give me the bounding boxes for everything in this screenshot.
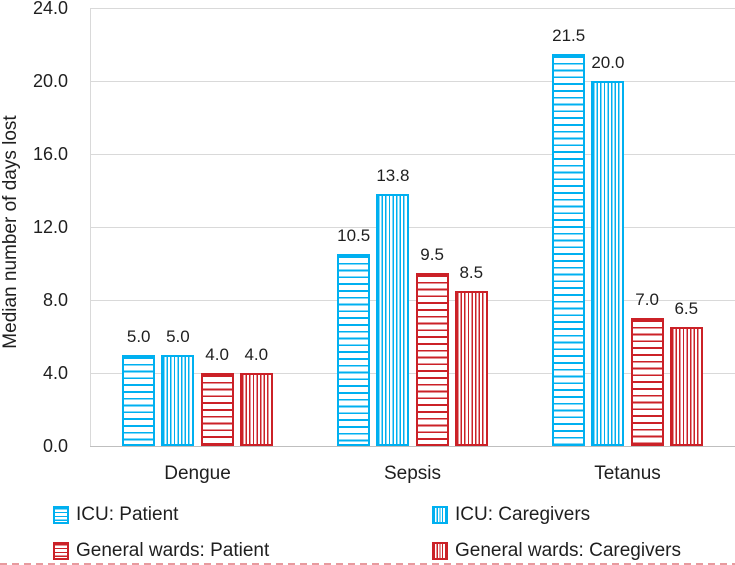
legend-swatch-vertical-icon bbox=[432, 542, 448, 560]
bar-tetanus-2 bbox=[591, 81, 625, 446]
legend-label: ICU: Caregivers bbox=[455, 504, 591, 525]
bar-sepsis-1 bbox=[337, 254, 371, 446]
bar-value-label: 4.0 bbox=[244, 345, 269, 364]
y-axis-line bbox=[90, 8, 91, 446]
bar-value-label: 20.0 bbox=[591, 53, 625, 72]
legend-swatch-horizontal-icon bbox=[53, 506, 69, 524]
bar-tetanus-4 bbox=[669, 327, 703, 446]
bar-value-label: 8.5 bbox=[459, 262, 484, 282]
bar-dengue-3 bbox=[200, 373, 234, 446]
gridline bbox=[90, 154, 735, 155]
x-axis-line bbox=[90, 446, 735, 447]
legend-label: ICU: Patient bbox=[76, 504, 179, 525]
bar-value-label: 5.0 bbox=[126, 326, 151, 346]
bar-dengue-1 bbox=[122, 354, 156, 446]
legend-item-1: ICU: Patient bbox=[53, 504, 178, 526]
y-tick-label: 0.0 bbox=[42, 436, 68, 456]
legend-label: General wards: Patient bbox=[76, 540, 270, 561]
bar-value-label: 7.0 bbox=[635, 290, 659, 310]
x-category-label-sepsis: Sepsis bbox=[383, 463, 442, 484]
cropped-red-strip bbox=[0, 563, 735, 565]
y-tick-label: 4.0 bbox=[42, 363, 68, 383]
bar-value-label: 4.0 bbox=[205, 345, 229, 364]
gridline bbox=[90, 373, 735, 374]
legend-swatch-horizontal-icon bbox=[53, 542, 69, 560]
x-category-label-tetanus: Tetanus bbox=[594, 463, 661, 484]
legend-item-4: General wards: Caregivers bbox=[432, 540, 681, 562]
bar-dengue-4 bbox=[239, 373, 273, 446]
bar-tetanus-3 bbox=[630, 318, 664, 446]
y-tick-label: 8.0 bbox=[42, 290, 68, 310]
bar-value-label: 5.0 bbox=[166, 326, 190, 346]
gridline bbox=[90, 8, 735, 9]
bar-dengue-2 bbox=[161, 354, 195, 446]
bar-sepsis-3 bbox=[415, 272, 449, 446]
legend-swatch-vertical-icon bbox=[432, 506, 448, 524]
bar-value-label: 6.5 bbox=[674, 299, 699, 319]
gridline bbox=[90, 300, 735, 301]
y-tick-label: 16.0 bbox=[32, 144, 68, 164]
y-tick-label: 12.0 bbox=[32, 217, 68, 237]
legend-item-2: ICU: Caregivers bbox=[432, 504, 590, 526]
y-tick-label: 24.0 bbox=[32, 0, 68, 18]
x-category-label-dengue: Dengue bbox=[164, 463, 231, 484]
bar-value-label: 9.5 bbox=[420, 244, 444, 264]
gridline bbox=[90, 81, 735, 82]
legend-label: General wards: Caregivers bbox=[455, 540, 681, 561]
bar-value-label: 10.5 bbox=[337, 226, 371, 246]
bar-value-label: 21.5 bbox=[552, 25, 586, 45]
bar-sepsis-4 bbox=[454, 290, 488, 446]
legend-item-3: General wards: Patient bbox=[53, 540, 269, 562]
bar-tetanus-1 bbox=[552, 53, 586, 446]
bar-sepsis-2 bbox=[376, 194, 410, 446]
bar-value-label: 13.8 bbox=[376, 166, 410, 186]
y-tick-label: 20.0 bbox=[32, 71, 68, 91]
gridline bbox=[90, 227, 735, 228]
